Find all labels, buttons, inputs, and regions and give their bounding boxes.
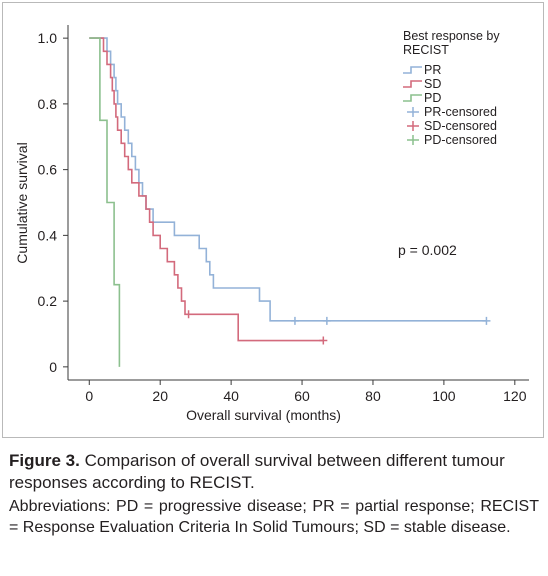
survival-line-pd [89,37,121,367]
legend-line-pr [403,66,422,74]
survival-chart: 0 20 40 60 80 100 120 0 0.2 0.4 0.6 0.8 1.0 Overall s… [14,25,529,423]
legend-title: RECIST [403,43,449,57]
y-tick-label: 0.4 [38,227,58,243]
x-tick-label: 100 [432,388,456,404]
legend-censor-pd [407,135,419,145]
figure-frame: 0 20 40 60 80 100 120 0 0.2 0.4 0.6 0.8 1.0 Overall s… [2,2,544,438]
x-tick-label: 0 [85,388,93,404]
y-tick-label: 1.0 [38,30,58,46]
survival-line-pr [89,37,487,322]
figure-caption: Figure 3. Comparison of overall survival… [9,450,539,538]
y-tick-label: 0 [49,359,57,375]
legend-label: PR-censored [424,105,497,119]
legend-label: PD-censored [424,133,497,147]
survival-line-sd [89,37,324,342]
x-tick-label: 60 [294,388,310,404]
y-tick-label: 0.6 [38,162,58,178]
censor-mark-pr [482,316,491,325]
x-axis-label: Overall survival (months) [186,407,341,423]
x-tick-label: 20 [152,388,168,404]
legend-censor-pr [407,107,419,117]
y-tick-label: 0.2 [38,293,58,309]
x-tick-label: 120 [503,388,527,404]
caption-title: Figure 3. Comparison of overall survival… [9,450,539,494]
legend-line-sd [403,80,422,88]
censor-mark-sd [184,310,193,319]
y-tick-label: 0.8 [38,96,58,112]
legend-censor-sd [407,121,419,131]
x-tick-label: 40 [223,388,239,404]
caption-title-text: Comparison of overall survival between d… [9,451,505,492]
legend-line-pd [403,94,422,102]
legend-label: PR [424,63,441,77]
legend-title: Best response by [403,29,500,43]
figure-label: Figure 3. [9,451,80,470]
y-axis-label: Cumulative survival [14,142,30,263]
caption-abbreviations: Abbreviations: PD = progressive disease;… [9,498,539,536]
legend-label: SD-censored [424,119,497,133]
legend-label: SD [424,77,441,91]
censor-mark-pr [290,316,299,325]
legend-label: PD [424,91,441,105]
x-tick-label: 80 [365,388,381,404]
p-value-annotation: p = 0.002 [398,242,457,258]
censor-mark-pr [322,316,331,325]
censor-mark-sd [319,336,328,345]
